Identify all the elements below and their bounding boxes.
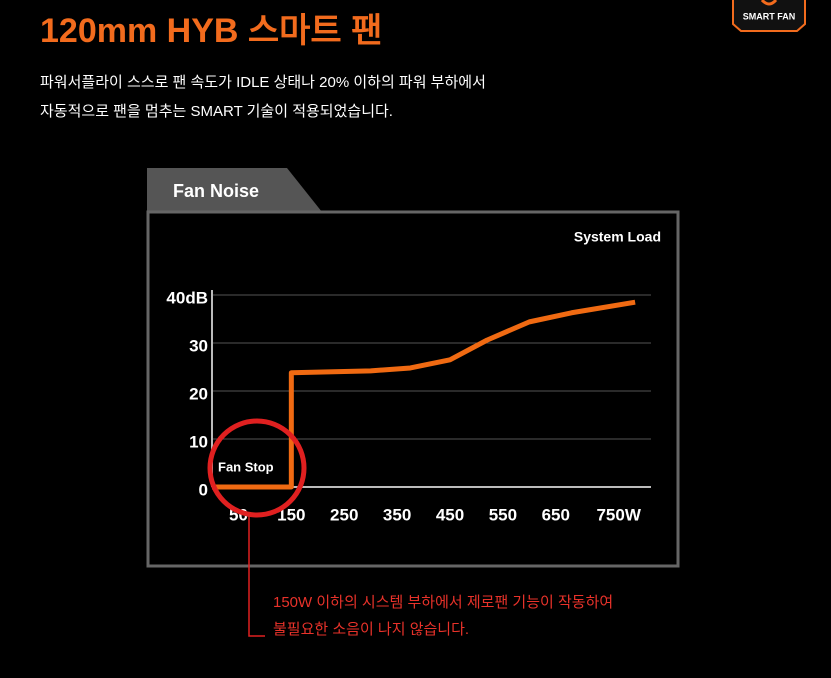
y-tick-label: 20	[189, 384, 208, 403]
y-tick-label: 10	[189, 432, 208, 451]
x-tick-label: 250	[330, 505, 358, 524]
x-tick-label: 650	[542, 505, 570, 524]
logo-badge	[732, 0, 806, 32]
logo-icon	[760, 0, 778, 6]
chart-tab	[147, 168, 322, 212]
x-tick-label: 550	[489, 505, 517, 524]
page-title: 120mm HYB 스마트 팬	[40, 12, 382, 50]
data-line	[212, 299, 636, 490]
x-tick-label: 350	[383, 505, 411, 524]
y-tick-label: 0	[199, 480, 208, 499]
y-tick-label: 30	[189, 336, 208, 355]
note-connector	[248, 515, 265, 637]
x-tick-label: 750W	[596, 505, 641, 524]
logo-text: SMART FAN	[743, 11, 796, 21]
note-line: 불필요한 소음이 나지 않습니다.	[273, 621, 469, 638]
chart-frame	[146, 210, 680, 568]
x-tick-label: 450	[436, 505, 464, 524]
x-tick-label: 150	[277, 505, 305, 524]
description-line: 자동적으로 팬을 멈추는 SMART 기술이 적용되었습니다.	[40, 103, 393, 120]
chart-title: Fan Noise	[173, 181, 259, 201]
description-line: 파워서플라이 스스로 팬 속도가 IDLE 상태나 20% 이하의 파워 부하에…	[40, 74, 486, 91]
x-axis-label: System Load	[574, 229, 661, 245]
note-line: 150W 이하의 시스템 부하에서 제로팬 기능이 작동하여	[273, 594, 613, 611]
highlight-circle	[207, 418, 307, 518]
y-tick-label: 40dB	[166, 288, 208, 307]
annotation: Fan Stop	[218, 459, 274, 474]
